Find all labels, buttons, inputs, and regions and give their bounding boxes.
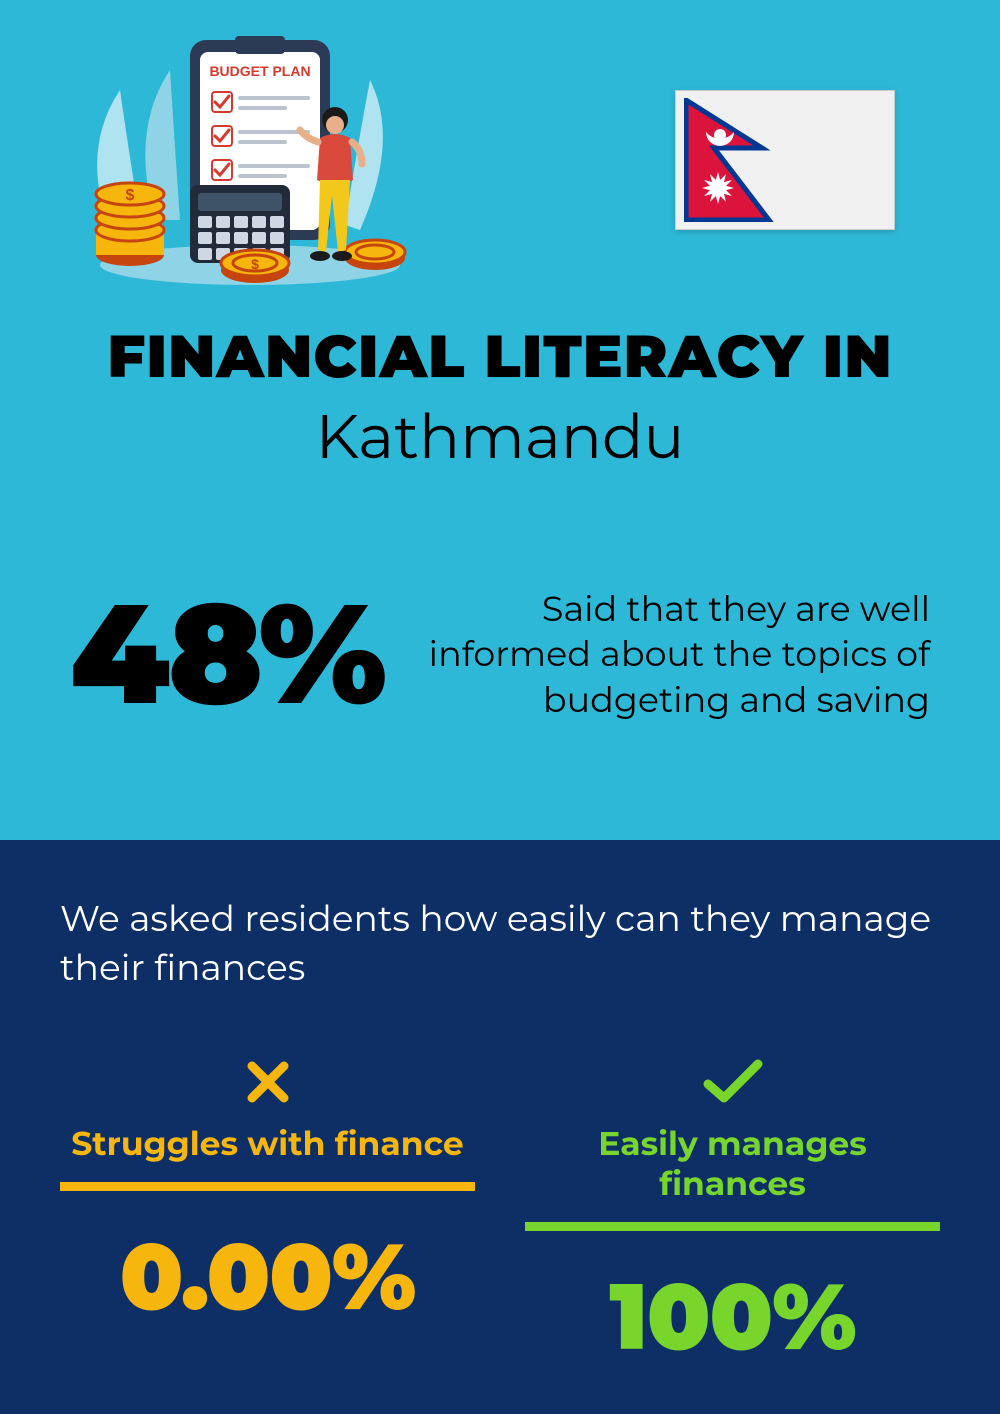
title-block: FINANCIAL LITERACY IN Kathmandu: [60, 320, 940, 474]
svg-text:$: $: [126, 187, 135, 204]
manages-divider: [525, 1222, 940, 1231]
stat-percent: 48%: [70, 584, 384, 724]
struggles-label: Struggles with finance: [60, 1124, 475, 1164]
header-row: BUDGET PLAN: [60, 30, 940, 290]
struggles-column: Struggles with finance 0.00%: [60, 1052, 475, 1373]
svg-text:$: $: [251, 256, 259, 272]
title-sub: Kathmandu: [60, 400, 940, 474]
compare-row: Struggles with finance 0.00% Easily mana…: [60, 1052, 940, 1373]
budget-illustration: BUDGET PLAN: [60, 30, 420, 290]
survey-question: We asked residents how easily can they m…: [60, 895, 940, 992]
struggles-value: 0.00%: [60, 1221, 475, 1333]
manages-value: 100%: [525, 1261, 940, 1373]
nepal-flag: [675, 90, 895, 230]
manages-column: Easily manages finances 100%: [525, 1052, 940, 1373]
struggles-divider: [60, 1182, 475, 1191]
title-main: FINANCIAL LITERACY IN: [60, 320, 940, 392]
budget-plan-label: BUDGET PLAN: [209, 63, 310, 79]
stat-description: Said that they are well informed about t…: [414, 586, 930, 723]
coin-stack-icon: $: [96, 183, 164, 266]
check-icon: [525, 1052, 940, 1112]
cross-icon: [60, 1052, 475, 1112]
manages-label: Easily manages finances: [525, 1124, 940, 1204]
top-section: BUDGET PLAN: [0, 0, 1000, 840]
bottom-section: We asked residents how easily can they m…: [0, 840, 1000, 1414]
main-stat: 48% Said that they are well informed abo…: [60, 584, 940, 724]
